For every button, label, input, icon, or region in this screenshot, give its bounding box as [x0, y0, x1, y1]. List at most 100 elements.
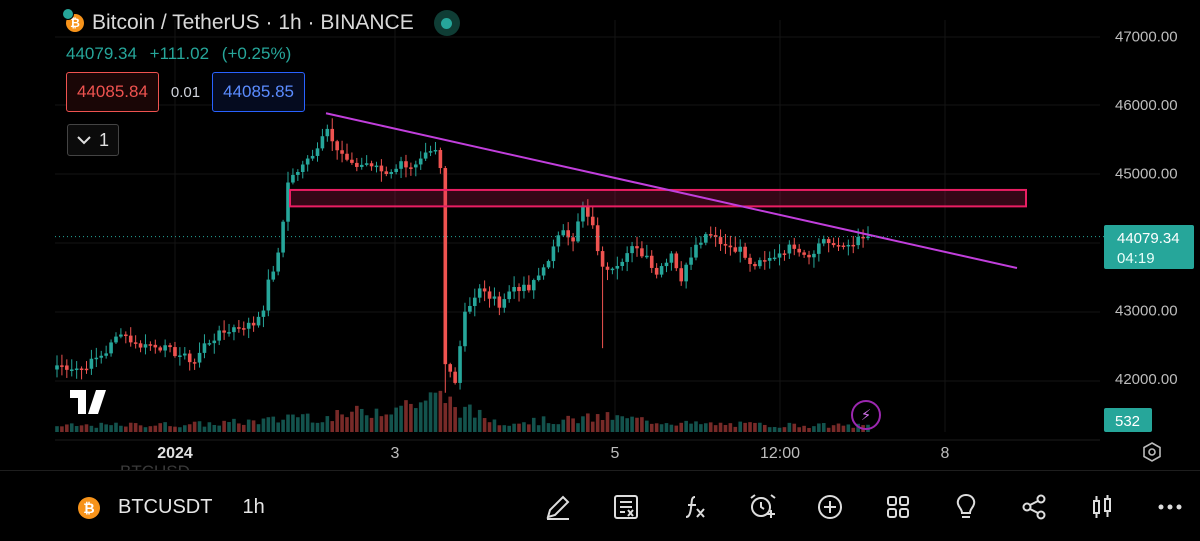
layouts-icon[interactable]: [880, 489, 916, 525]
candle-body: [645, 255, 649, 258]
candle-body: [350, 159, 354, 163]
price-change: +111.02: [149, 44, 210, 63]
share-icon[interactable]: [1016, 489, 1052, 525]
volume-bar: [251, 420, 256, 432]
candle-body: [409, 167, 413, 169]
candle-body: [404, 161, 408, 168]
volume-bar: [610, 419, 615, 432]
indicators-icon[interactable]: [676, 489, 712, 525]
candle-body: [310, 155, 315, 159]
candle-body: [704, 234, 708, 243]
candles-icon[interactable]: [1084, 489, 1120, 525]
candle-body: [364, 163, 369, 165]
candle-body: [640, 248, 644, 257]
candle-body: [851, 244, 856, 247]
volume-bar: [536, 425, 541, 432]
candle-body: [109, 342, 113, 354]
candle-body: [119, 334, 123, 337]
candle-body: [856, 236, 860, 246]
volume-bar: [482, 418, 487, 432]
volume-bar: [187, 424, 192, 432]
volume-bar: [438, 390, 443, 432]
bitcoin-icon: ₿: [62, 8, 84, 32]
candle-body: [281, 221, 285, 253]
volume-bar: [492, 419, 497, 432]
lightning-icon[interactable]: ⚡: [851, 400, 881, 430]
pencil-icon[interactable]: [540, 489, 576, 525]
volume-bar: [605, 412, 610, 432]
volume-bar: [232, 418, 236, 432]
volume-bar: [472, 417, 477, 432]
volume-bar: [104, 424, 108, 432]
interval-label[interactable]: 1h: [242, 496, 265, 518]
candle-body: [315, 148, 320, 156]
price-axis[interactable]: 47000.00 46000.00 45000.00 43000.00 42000.00: [1115, 29, 1178, 389]
volume-bar: [458, 417, 462, 432]
volume-bar: [300, 414, 305, 432]
volume-bar: [600, 420, 605, 432]
volume-bar: [679, 422, 684, 432]
volume-bar: [630, 416, 634, 432]
volume-bar: [762, 424, 767, 432]
volume-bar: [753, 422, 757, 432]
indicators-toggle[interactable]: 1: [67, 124, 119, 156]
volume-bar: [640, 417, 644, 432]
volume-bar: [222, 420, 226, 432]
more-icon[interactable]: [1152, 489, 1188, 525]
volume-bar: [595, 414, 600, 432]
volume-bar: [566, 415, 570, 432]
volume-bar: [448, 396, 453, 432]
candle-body: [69, 369, 74, 371]
candle-body: [178, 355, 182, 357]
time-axis[interactable]: 2024 3 5 12:00 8: [157, 445, 949, 462]
volume-bar: [541, 416, 546, 432]
symbol-selector[interactable]: ₿ BTCUSDT 1h: [78, 496, 265, 519]
volume-bar: [55, 426, 59, 432]
candle-body: [399, 161, 403, 169]
volume-bar: [669, 424, 674, 432]
volume-bar: [787, 422, 792, 432]
sell-button[interactable]: 44085.84: [66, 72, 159, 112]
volume-bar: [414, 408, 418, 432]
candle-body: [762, 260, 767, 262]
volume-bar: [826, 427, 831, 432]
volume-bar: [527, 424, 531, 432]
trendline[interactable]: [325, 112, 1018, 270]
candle-body: [251, 322, 256, 326]
candle-body: [335, 141, 339, 151]
volume-bar: [841, 425, 846, 432]
candle-body: [743, 246, 747, 258]
add-icon[interactable]: [812, 489, 848, 525]
ideas-icon[interactable]: [948, 489, 984, 525]
resistance-zone[interactable]: [289, 188, 1027, 208]
candle-body: [684, 264, 688, 282]
alert-icon[interactable]: [744, 489, 780, 525]
time-tick-label: 5: [611, 445, 620, 462]
volume-bar: [350, 411, 354, 432]
candle-body: [300, 164, 305, 173]
time-tick-label: 2024: [157, 445, 193, 462]
last-price-label: 44079.34 04:19: [1104, 225, 1194, 269]
volume-bar: [694, 421, 698, 432]
volume-bar: [109, 425, 113, 432]
volume-bar: [645, 420, 649, 432]
candle-body: [497, 296, 502, 308]
volume-bar: [659, 424, 664, 432]
volume-bar: [433, 392, 438, 432]
volume-bar: [207, 422, 212, 432]
volume-bar: [777, 427, 782, 432]
time-tick-label: 8: [941, 445, 950, 462]
price-chart[interactable]: 47000.00 46000.00 45000.00 43000.00 42000.00…: [0, 0, 1200, 470]
volume-bar: [733, 426, 738, 432]
candle-body: [148, 344, 153, 346]
settings-hex-icon[interactable]: [1141, 441, 1163, 463]
buy-button[interactable]: 44085.85: [212, 72, 306, 112]
news-icon[interactable]: [608, 489, 644, 525]
volume-bar: [704, 423, 708, 432]
symbol-header[interactable]: ₿ Bitcoin / TetherUS · 1h · BINANCE: [62, 8, 460, 36]
candle-body: [861, 236, 865, 239]
volume-bar: [330, 421, 335, 432]
volume-bar: [266, 417, 271, 432]
volume-bar: [79, 425, 84, 432]
candle-body: [733, 247, 738, 252]
